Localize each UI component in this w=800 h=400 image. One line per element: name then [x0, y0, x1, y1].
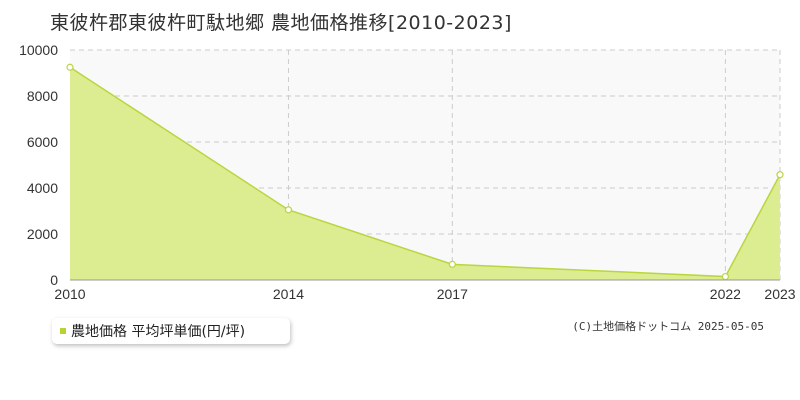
- copyright: (C)土地価格ドットコム 2025-05-05: [572, 320, 764, 333]
- data-point: [66, 63, 74, 71]
- series-area: [70, 67, 780, 280]
- series-points: [66, 63, 784, 281]
- x-tick-label: 2017: [437, 286, 468, 302]
- y-tick-label: 8000: [27, 88, 58, 104]
- data-point: [776, 171, 784, 179]
- y-tick-labels: 0 2000 4000 6000 8000 10000: [19, 42, 58, 288]
- legend-swatch: [60, 328, 66, 334]
- x-tick-label: 2023: [764, 286, 795, 302]
- chart-title: 東彼杵郡東彼杵町駄地郷 農地価格推移[2010-2023]: [50, 12, 512, 34]
- data-point: [721, 272, 729, 281]
- legend-label: 農地価格 平均坪単価(円/坪): [71, 324, 246, 340]
- legend: 農地価格 平均坪単価(円/坪): [52, 318, 290, 344]
- y-tick-label: 10000: [19, 42, 58, 58]
- y-tick-label: 2000: [27, 226, 58, 242]
- y-tick-label: 6000: [27, 134, 58, 150]
- data-point: [448, 260, 456, 268]
- y-tick-label: 0: [50, 272, 58, 288]
- x-tick-labels: 2010 2014 2017 2022 2023: [54, 286, 795, 302]
- x-tick-label: 2010: [54, 286, 85, 302]
- data-point: [284, 206, 293, 214]
- x-tick-label: 2022: [710, 286, 741, 302]
- y-tick-label: 4000: [27, 180, 58, 196]
- x-tick-label: 2014: [273, 286, 304, 302]
